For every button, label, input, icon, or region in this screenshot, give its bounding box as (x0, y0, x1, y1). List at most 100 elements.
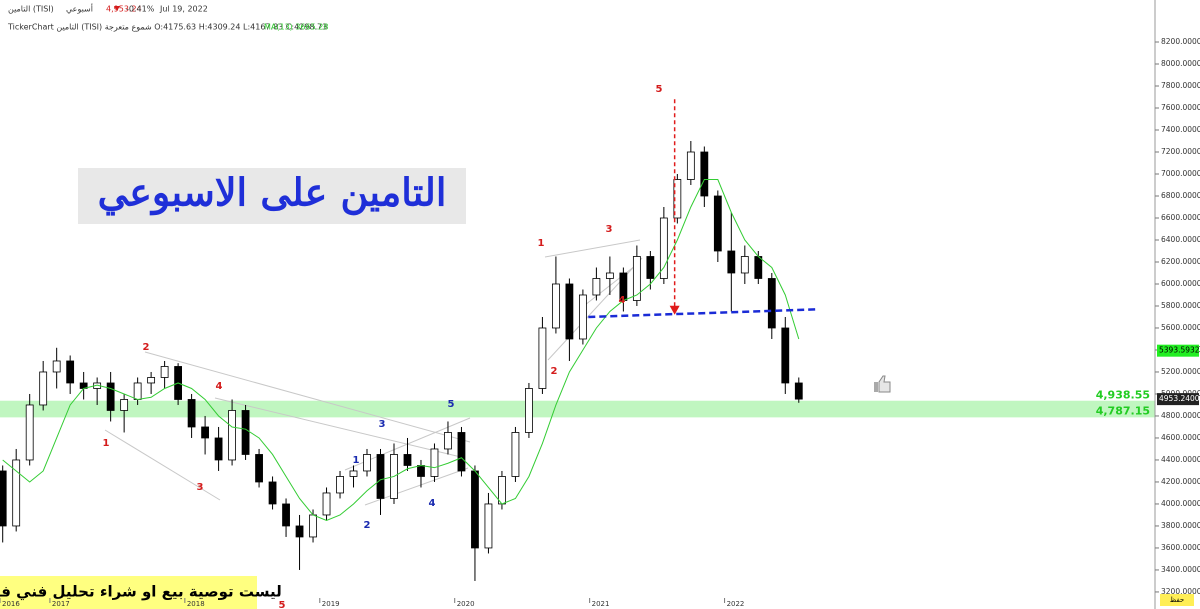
candle-body (592, 278, 601, 296)
candle-body (12, 459, 21, 527)
last-price-tag-box (1157, 393, 1199, 406)
candle-body (632, 256, 641, 301)
ma-tag-box (1157, 344, 1199, 357)
channel-line (547, 257, 643, 361)
candle-body (511, 432, 520, 477)
zone-high-label: 4,938.55 (1096, 389, 1150, 402)
y-tick-label: 6000.0000 (1161, 279, 1200, 288)
wave-label: 3 (197, 482, 204, 493)
y-tick-label: 8000.0000 (1161, 59, 1200, 68)
neckline (588, 308, 820, 319)
candle-body (160, 366, 169, 378)
y-tick-label: 5200.0000 (1161, 367, 1200, 376)
candle-body (538, 327, 547, 389)
y-tick-label: 6200.0000 (1161, 257, 1200, 266)
candle-body (767, 278, 776, 329)
y-tick-label: 7400.0000 (1161, 125, 1200, 134)
ma-tag: 5393.5932 (1159, 346, 1200, 355)
candle-body (525, 388, 533, 433)
symbol: التامين (TISI) (8, 5, 54, 14)
candle-body (66, 360, 75, 384)
y-tick-label: 3800.0000 (1161, 521, 1200, 530)
corner-label: حفظ (1170, 596, 1185, 604)
y-tick-label: 4800.0000 (1161, 411, 1200, 420)
candle-body (187, 399, 196, 428)
last-price-tag: 4953.2400 (1159, 394, 1200, 403)
wave-label: 5 (656, 84, 663, 95)
y-tick-label: 6600.0000 (1161, 213, 1200, 222)
candle-body (133, 382, 142, 400)
wave-label: 3 (379, 419, 386, 430)
ma-label: MA(13) 3665.28 (264, 23, 328, 32)
wave-label: 2 (364, 520, 371, 531)
x-tick-label: 2018 (187, 600, 205, 608)
x-tick-label: 2019 (322, 600, 340, 608)
candle-body (403, 454, 412, 466)
disclaimer: ليست توصية بيع او شراء تحليل فني فقط (0, 583, 282, 601)
y-tick-label: 3600.0000 (1161, 543, 1200, 552)
candle-body (727, 250, 736, 274)
y-tick-label: 5800.0000 (1161, 301, 1200, 310)
candle-body (471, 470, 479, 549)
candle-body (322, 492, 331, 516)
candle-body (565, 283, 574, 340)
candle-body (417, 465, 425, 477)
candle-body (659, 217, 668, 279)
candle-body (754, 256, 763, 279)
candle-body (646, 256, 655, 279)
y-tick-label: 7800.0000 (1161, 81, 1200, 90)
arrow-head (669, 305, 680, 315)
y-tick-label: 6800.0000 (1161, 191, 1200, 200)
candle-body (605, 272, 614, 279)
y-tick-label: 4200.0000 (1161, 477, 1200, 486)
x-tick-label: 2021 (592, 600, 610, 608)
disclaimer-box (0, 576, 257, 609)
y-tick-label: 7200.0000 (1161, 147, 1200, 156)
thumbs-up (874, 375, 891, 393)
channel-line (584, 261, 641, 306)
candle-body (106, 382, 115, 411)
candle-body (376, 454, 385, 499)
x-tick-label: 2022 (727, 600, 745, 608)
y-tick-label: 8200.0000 (1161, 37, 1200, 46)
channel-line (104, 429, 221, 501)
channel-line (214, 397, 466, 459)
candle-body (578, 294, 587, 340)
candle-body (25, 404, 34, 461)
candle-body (214, 437, 223, 461)
candle-body (781, 327, 790, 384)
wave-label: 3 (606, 224, 613, 235)
candle-body (228, 410, 236, 461)
y-tick-label: 7600.0000 (1161, 103, 1200, 112)
y-tick-label: 5600.0000 (1161, 323, 1200, 332)
title-box (78, 168, 466, 224)
wave-label: 5 (448, 399, 455, 410)
y-tick-label: 4000.0000 (1161, 499, 1200, 508)
y-tick-label: 3200.0000 (1161, 587, 1200, 596)
y-tick-label: 4400.0000 (1161, 455, 1200, 464)
ohlc-line: TickerChart التامين (TISI) شموع متعرجة O… (7, 23, 327, 32)
support-zone (0, 400, 1155, 418)
y-tick-label: 3400.0000 (1161, 565, 1200, 574)
candle-body (700, 151, 709, 197)
candle-body (740, 256, 749, 274)
candle-body (673, 179, 682, 219)
candle-body (309, 514, 317, 538)
wave-label: 4 (216, 381, 223, 392)
channel-line (144, 351, 471, 443)
candle-body (457, 432, 466, 472)
candle-body (52, 360, 61, 373)
y-tick-label: 4600.0000 (1161, 433, 1200, 442)
wave-label: 2 (143, 342, 150, 353)
y-tick-label: 7000.0000 (1161, 169, 1200, 178)
candle-body (295, 525, 304, 538)
candle-body (686, 151, 695, 180)
candle-body (430, 448, 439, 477)
down-arrow (114, 6, 120, 11)
wave-label: 1 (103, 438, 110, 449)
zone-low-label: 4,787.15 (1096, 404, 1150, 417)
candle-body (794, 382, 803, 400)
candle-body (0, 470, 7, 527)
